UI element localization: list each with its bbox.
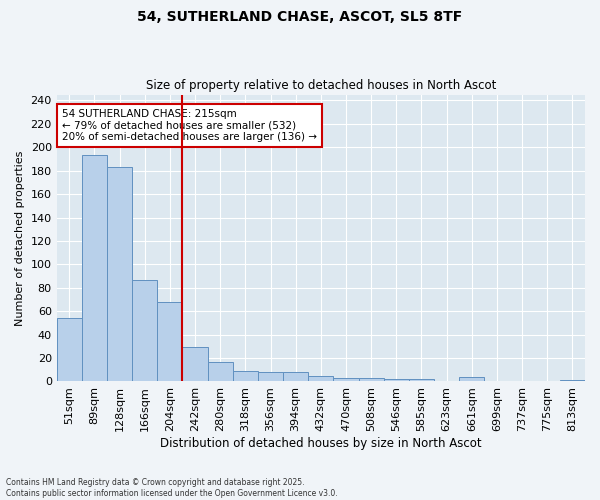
Bar: [334, 378, 359, 382]
Bar: [82, 156, 107, 382]
Text: 54 SUTHERLAND CHASE: 215sqm
← 79% of detached houses are smaller (532)
20% of se: 54 SUTHERLAND CHASE: 215sqm ← 79% of det…: [62, 109, 317, 142]
Y-axis label: Number of detached properties: Number of detached properties: [15, 150, 25, 326]
Bar: [283, 372, 308, 382]
Bar: [409, 379, 434, 382]
Bar: [182, 348, 208, 382]
Text: Contains HM Land Registry data © Crown copyright and database right 2025.
Contai: Contains HM Land Registry data © Crown c…: [6, 478, 338, 498]
Bar: [157, 302, 182, 382]
Bar: [107, 167, 132, 382]
Bar: [308, 376, 334, 382]
Bar: [359, 378, 384, 382]
X-axis label: Distribution of detached houses by size in North Ascot: Distribution of detached houses by size …: [160, 437, 482, 450]
Bar: [384, 379, 409, 382]
Bar: [258, 372, 283, 382]
Text: 54, SUTHERLAND CHASE, ASCOT, SL5 8TF: 54, SUTHERLAND CHASE, ASCOT, SL5 8TF: [137, 10, 463, 24]
Bar: [233, 371, 258, 382]
Bar: [459, 377, 484, 382]
Bar: [560, 380, 585, 382]
Bar: [56, 318, 82, 382]
Bar: [132, 280, 157, 382]
Title: Size of property relative to detached houses in North Ascot: Size of property relative to detached ho…: [146, 79, 496, 92]
Bar: [208, 362, 233, 382]
